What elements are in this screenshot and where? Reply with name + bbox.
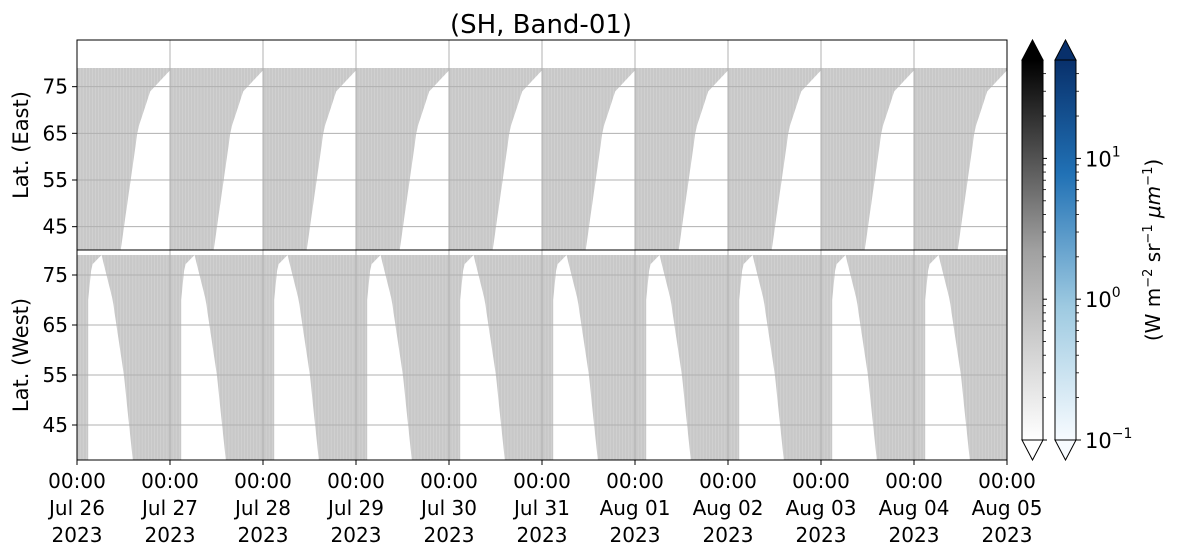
grey-colorbar-body xyxy=(1021,59,1044,441)
y-tick-label: 75 xyxy=(43,75,68,99)
x-tick-year: 2023 xyxy=(424,523,475,547)
x-tick-time: 00:00 xyxy=(327,469,385,493)
colorbar-tick-label: 101 xyxy=(1085,144,1121,171)
colorbar-label-mid2: μm xyxy=(1141,186,1165,225)
x-tick-date: Jul 30 xyxy=(419,496,477,520)
east-data-gap xyxy=(678,70,728,250)
blue-colorbar-body xyxy=(1054,59,1077,441)
colorbar-tick-exponent: 1 xyxy=(1112,144,1121,160)
x-tick-date: Jul 28 xyxy=(233,496,291,520)
west-data-gap xyxy=(274,255,319,460)
grey-colorbar-bottom-extend xyxy=(1021,439,1044,462)
x-tick-year: 2023 xyxy=(610,523,661,547)
west-data-gap xyxy=(739,255,784,460)
chart-title: (SH, Band-01) xyxy=(450,10,632,40)
colorbar-label-exp2: −1 xyxy=(1141,224,1156,243)
colorbar-tick-label: 100 xyxy=(1085,285,1121,312)
x-tick-time: 00:00 xyxy=(141,469,199,493)
x-tick-year: 2023 xyxy=(331,523,382,547)
colorbar-tick-base: 10 xyxy=(1085,429,1112,453)
blue-colorbar-top-extend xyxy=(1054,38,1077,61)
colorbar-tick-exponent: −1 xyxy=(1112,426,1133,442)
y-tick-label: 75 xyxy=(43,263,68,287)
west-data-gap xyxy=(646,255,691,460)
y-tick-label: 55 xyxy=(43,168,68,192)
x-tick-time: 00:00 xyxy=(978,469,1036,493)
x-tick-date: Aug 05 xyxy=(972,496,1043,520)
colorbar-label: (W m−2 sr−1 μm−1) xyxy=(1141,159,1165,341)
west-data-gap xyxy=(367,255,412,460)
west-data-gap xyxy=(832,255,877,460)
y-tick-label: 45 xyxy=(43,215,68,239)
west-data-gap xyxy=(88,255,133,460)
east-panel: 45 55 65 75 Lat. (East) xyxy=(9,39,1008,251)
east-data-gap xyxy=(957,70,1007,250)
grey-colorbar-top-extend xyxy=(1021,38,1044,61)
x-tick-year: 2023 xyxy=(703,523,754,547)
x-tick-date: Jul 29 xyxy=(326,496,384,520)
x-tick-time: 00:00 xyxy=(48,469,106,493)
x-tick-date: Jul 26 xyxy=(47,496,105,520)
east-data-gap xyxy=(864,70,914,250)
west-data-gap xyxy=(181,255,226,460)
x-tick-time: 00:00 xyxy=(234,469,292,493)
blue-colorbar xyxy=(1054,38,1077,462)
colorbar-label-pre: (W m xyxy=(1141,288,1165,341)
colorbar-label-post: ) xyxy=(1141,159,1165,167)
x-tick-date: Jul 27 xyxy=(140,496,198,520)
x-tick-time: 00:00 xyxy=(699,469,757,493)
colorbar-label-exp3: −1 xyxy=(1141,167,1156,186)
x-tick-date: Jul 31 xyxy=(512,496,570,520)
x-tick-year: 2023 xyxy=(238,523,289,547)
west-data-gap xyxy=(925,255,970,460)
x-tick-date: Aug 01 xyxy=(600,496,671,520)
x-tick-year: 2023 xyxy=(982,523,1033,547)
x-tick-year: 2023 xyxy=(796,523,847,547)
colorbar-tick-base: 10 xyxy=(1085,147,1112,171)
y-tick-label: 45 xyxy=(43,413,68,437)
blue-colorbar-bottom-extend xyxy=(1054,439,1077,462)
x-tick-date: Aug 02 xyxy=(693,496,764,520)
x-tick-year: 2023 xyxy=(517,523,568,547)
x-tick-time: 00:00 xyxy=(513,469,571,493)
y-tick-label: 65 xyxy=(43,121,68,145)
east-data-gap xyxy=(399,70,449,250)
west-y-axis-label: Lat. (West) xyxy=(9,298,33,412)
west-y-ticks: 75 65 55 45 xyxy=(43,263,77,437)
east-y-axis-label: Lat. (East) xyxy=(9,91,33,199)
colorbar-tick-exponent: 0 xyxy=(1112,285,1121,301)
west-data-gap xyxy=(553,255,598,460)
east-data-gap xyxy=(120,70,170,250)
x-tick-year: 2023 xyxy=(52,523,103,547)
y-tick-label: 55 xyxy=(43,363,68,387)
east-data-gap xyxy=(585,70,635,250)
x-axis-ticks: 00:00 Jul 26 2023 00:00 Jul 27 2023 00:00 Jul 2… xyxy=(47,460,1042,547)
x-tick-year: 2023 xyxy=(145,523,196,547)
west-panel: 75 65 55 45 Lat. (West) xyxy=(9,249,1008,461)
colorbar-label-exp1: −2 xyxy=(1141,269,1156,288)
x-tick-time: 00:00 xyxy=(420,469,478,493)
x-tick-time: 00:00 xyxy=(606,469,664,493)
x-tick-time: 00:00 xyxy=(885,469,943,493)
x-tick-year: 2023 xyxy=(889,523,940,547)
x-tick-time: 00:00 xyxy=(792,469,850,493)
east-data-gap xyxy=(306,70,356,250)
colorbar-tick-label: 10−1 xyxy=(1085,426,1132,453)
grey-colorbar xyxy=(1021,38,1044,462)
east-y-ticks: 45 55 65 75 xyxy=(43,75,77,239)
x-tick-date: Aug 03 xyxy=(786,496,857,520)
colorbar-tick-base: 10 xyxy=(1085,288,1112,312)
colorbar-label-mid: sr xyxy=(1141,243,1165,269)
west-data-gap xyxy=(460,255,505,460)
east-data-gap xyxy=(213,70,263,250)
x-tick-date: Aug 04 xyxy=(879,496,950,520)
y-tick-label: 65 xyxy=(43,313,68,337)
east-data-gap xyxy=(492,70,542,250)
east-data-gap xyxy=(771,70,821,250)
